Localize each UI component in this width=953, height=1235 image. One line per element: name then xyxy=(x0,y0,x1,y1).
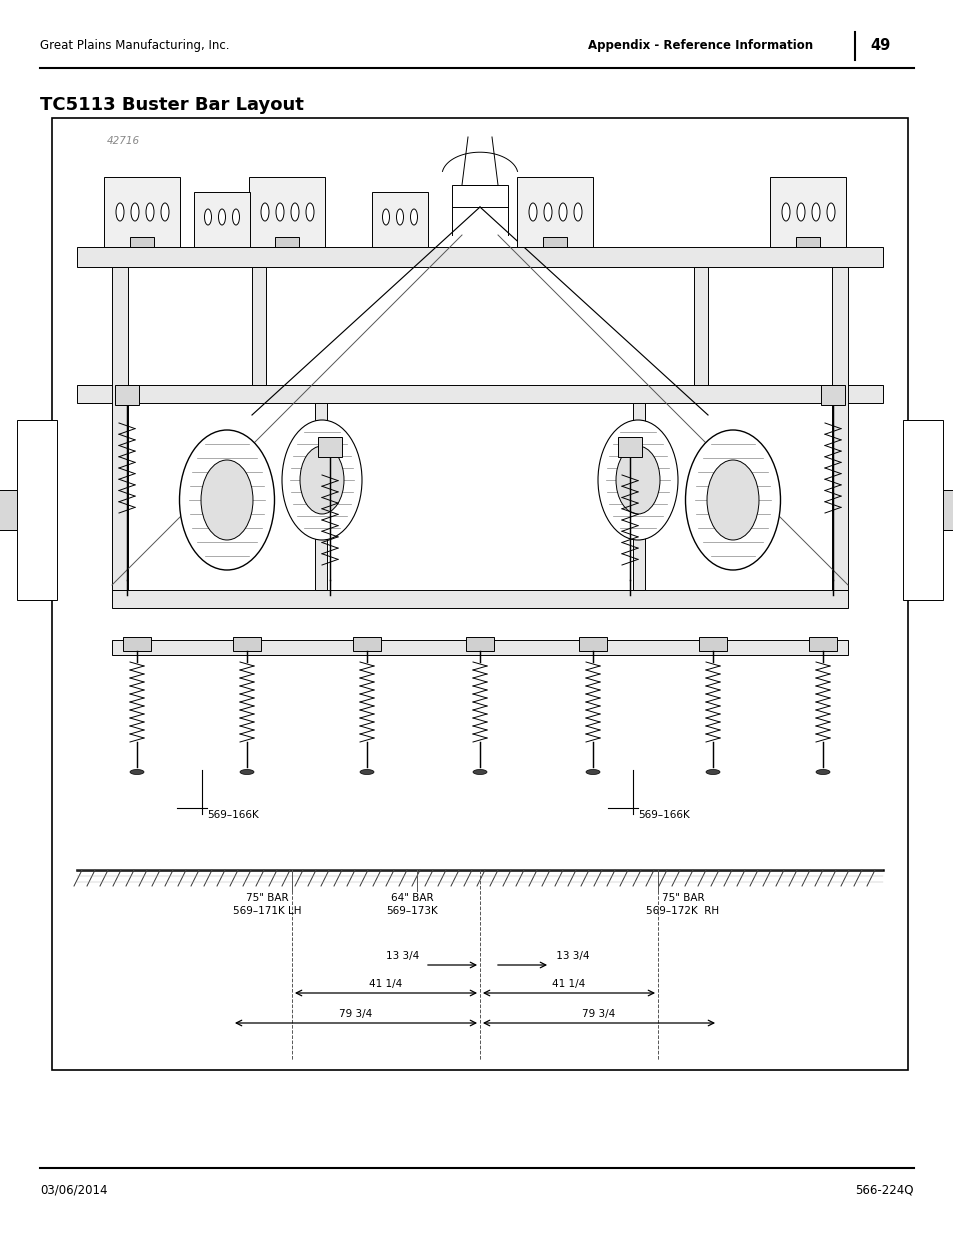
Text: 49: 49 xyxy=(869,37,889,53)
Ellipse shape xyxy=(204,209,212,225)
Ellipse shape xyxy=(240,769,253,774)
Text: 13 3/4: 13 3/4 xyxy=(386,951,422,961)
Text: 41 1/4: 41 1/4 xyxy=(369,979,402,989)
Ellipse shape xyxy=(282,420,361,540)
Text: 569–166K: 569–166K xyxy=(638,810,689,820)
Bar xyxy=(831,267,847,590)
Bar xyxy=(942,490,953,530)
Bar xyxy=(115,385,139,405)
Ellipse shape xyxy=(161,203,169,221)
Bar xyxy=(314,403,327,590)
Ellipse shape xyxy=(291,203,298,221)
Ellipse shape xyxy=(558,203,566,221)
Bar xyxy=(465,637,494,651)
Bar xyxy=(274,237,298,247)
Ellipse shape xyxy=(705,769,720,774)
Ellipse shape xyxy=(116,203,124,221)
Bar xyxy=(77,247,882,267)
Bar xyxy=(112,640,847,655)
Bar xyxy=(795,237,820,247)
Text: 566-224Q: 566-224Q xyxy=(855,1183,913,1197)
Bar xyxy=(112,590,847,608)
Ellipse shape xyxy=(130,769,144,774)
Ellipse shape xyxy=(131,203,139,221)
Bar xyxy=(249,177,325,247)
Ellipse shape xyxy=(685,430,780,571)
Ellipse shape xyxy=(796,203,804,221)
Bar xyxy=(693,267,707,385)
Bar xyxy=(633,403,644,590)
Text: 13 3/4: 13 3/4 xyxy=(553,951,589,961)
Text: 41 1/4: 41 1/4 xyxy=(552,979,585,989)
Bar xyxy=(353,637,380,651)
Ellipse shape xyxy=(529,203,537,221)
Text: Great Plains Manufacturing, Inc.: Great Plains Manufacturing, Inc. xyxy=(40,38,230,52)
Text: 79 3/4: 79 3/4 xyxy=(581,1009,615,1019)
Bar xyxy=(17,420,57,600)
Ellipse shape xyxy=(275,203,284,221)
Ellipse shape xyxy=(473,769,486,774)
Bar xyxy=(123,637,151,651)
Text: 03/06/2014: 03/06/2014 xyxy=(40,1183,108,1197)
Text: Appendix - Reference Information: Appendix - Reference Information xyxy=(587,38,812,52)
Bar xyxy=(104,177,180,247)
Bar xyxy=(0,490,17,530)
Bar xyxy=(821,385,844,405)
Ellipse shape xyxy=(616,446,659,514)
Ellipse shape xyxy=(815,769,829,774)
Ellipse shape xyxy=(299,446,344,514)
Text: 569–171K LH: 569–171K LH xyxy=(233,906,301,916)
Text: 569–173K: 569–173K xyxy=(386,906,437,916)
Ellipse shape xyxy=(781,203,789,221)
Text: 569–172K  RH: 569–172K RH xyxy=(646,906,719,916)
Ellipse shape xyxy=(585,769,599,774)
Bar xyxy=(769,177,845,247)
Text: 75" BAR: 75" BAR xyxy=(246,893,288,903)
Ellipse shape xyxy=(233,209,239,225)
Ellipse shape xyxy=(306,203,314,221)
Bar xyxy=(317,437,341,457)
Text: 79 3/4: 79 3/4 xyxy=(339,1009,373,1019)
Ellipse shape xyxy=(201,459,253,540)
Bar xyxy=(902,420,942,600)
Ellipse shape xyxy=(359,769,374,774)
Ellipse shape xyxy=(261,203,269,221)
Ellipse shape xyxy=(811,203,820,221)
Bar xyxy=(578,637,606,651)
Bar xyxy=(77,385,882,403)
Ellipse shape xyxy=(574,203,581,221)
Ellipse shape xyxy=(382,209,389,225)
Text: TC5113 Buster Bar Layout: TC5113 Buster Bar Layout xyxy=(40,96,304,114)
Bar xyxy=(618,437,641,457)
Bar xyxy=(112,267,128,590)
Ellipse shape xyxy=(146,203,153,221)
Bar xyxy=(517,177,593,247)
Bar xyxy=(808,637,836,651)
Bar xyxy=(542,237,566,247)
Ellipse shape xyxy=(543,203,552,221)
Bar xyxy=(193,191,250,247)
Ellipse shape xyxy=(598,420,678,540)
Bar xyxy=(372,191,428,247)
Ellipse shape xyxy=(396,209,403,225)
Ellipse shape xyxy=(218,209,225,225)
Ellipse shape xyxy=(179,430,274,571)
Text: 42716: 42716 xyxy=(107,136,140,146)
Bar xyxy=(233,637,261,651)
Ellipse shape xyxy=(706,459,759,540)
Ellipse shape xyxy=(826,203,834,221)
Text: 64" BAR: 64" BAR xyxy=(391,893,433,903)
Bar xyxy=(52,119,907,1070)
Text: 569–166K: 569–166K xyxy=(207,810,258,820)
Bar xyxy=(130,237,153,247)
Bar xyxy=(252,267,266,385)
Bar xyxy=(699,637,726,651)
Text: 75" BAR: 75" BAR xyxy=(661,893,703,903)
Ellipse shape xyxy=(410,209,417,225)
Bar xyxy=(452,185,507,207)
